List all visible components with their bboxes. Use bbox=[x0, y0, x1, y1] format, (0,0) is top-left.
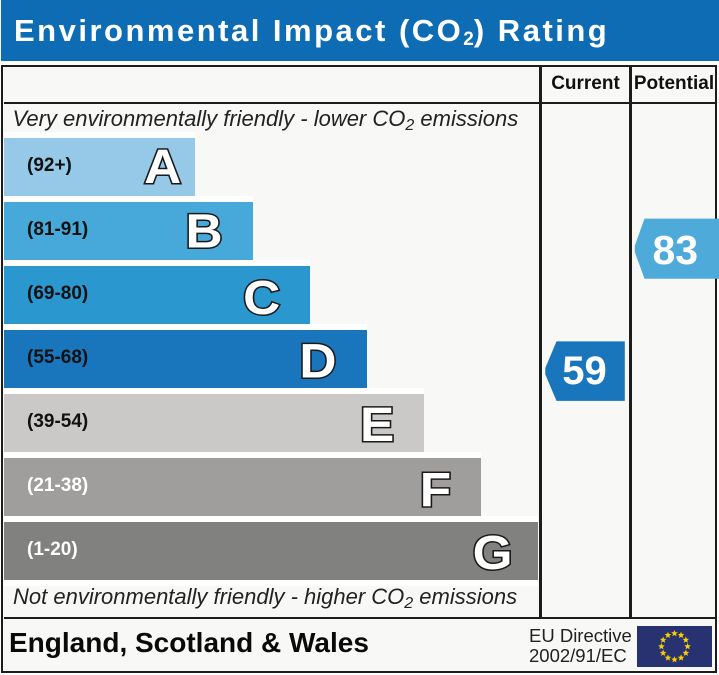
svg-text:83: 83 bbox=[652, 227, 698, 273]
svg-text:A: A bbox=[144, 139, 181, 193]
svg-text:F: F bbox=[420, 462, 451, 516]
svg-text:C: C bbox=[243, 270, 280, 324]
svg-text:E: E bbox=[360, 397, 394, 451]
svg-text:59: 59 bbox=[562, 349, 607, 393]
svg-text:B: B bbox=[186, 204, 223, 258]
svg-text:G: G bbox=[473, 526, 513, 580]
svg-text:D: D bbox=[299, 334, 336, 388]
